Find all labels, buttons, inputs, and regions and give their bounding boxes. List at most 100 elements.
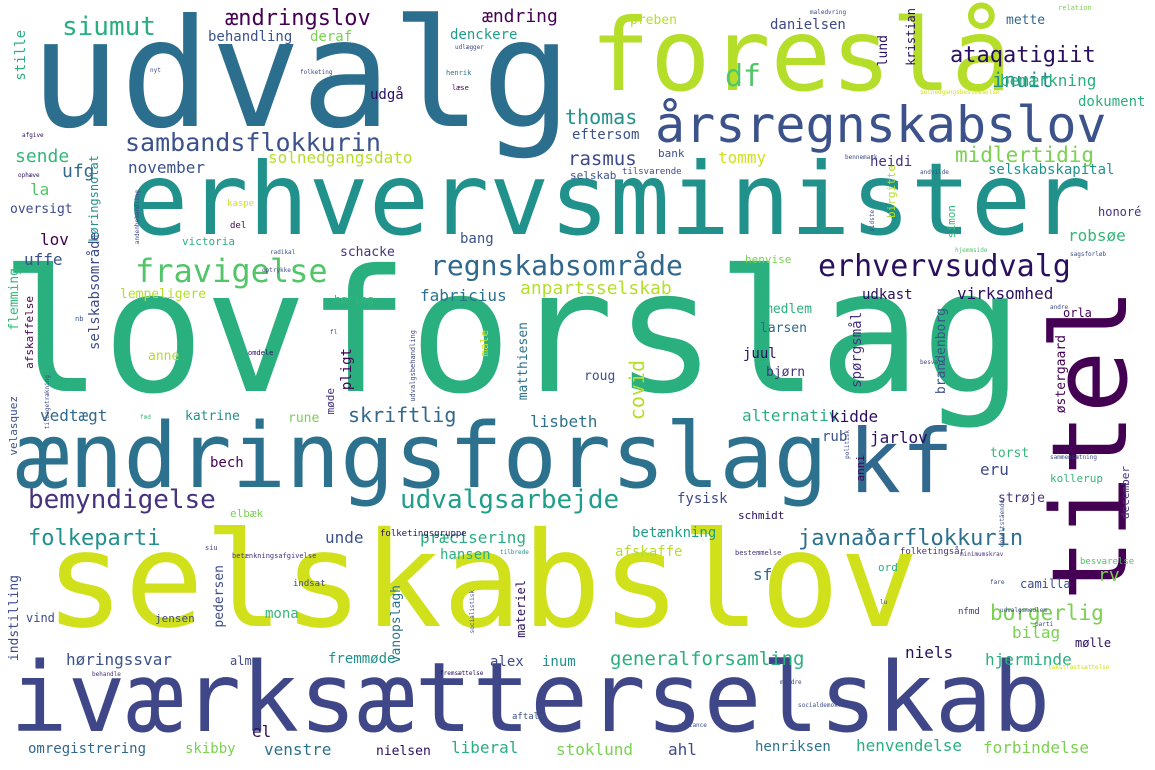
word-behandling: behandling [208, 29, 293, 45]
word-aendringslov: ændringslov [225, 6, 371, 31]
word-udvalgsmedlem: udvalgsmedlem [1000, 607, 1047, 614]
word-flemming: flemming [7, 268, 22, 331]
word-simon: simon [945, 205, 958, 239]
word-nielsen: nielsen [376, 744, 431, 759]
word-hoeringssvar: høringssvar [66, 650, 172, 669]
word-generalforsamling: generalforsamling [610, 648, 805, 670]
word-solnedgangsdato: solnedgangsdato [268, 148, 413, 167]
word-andenbehandling: andenbehandling [134, 190, 141, 245]
word-rub: rub [822, 429, 848, 445]
word-orla: orla [1063, 306, 1092, 320]
word-del: del [230, 221, 247, 231]
word-robsoe: robsøe [1068, 226, 1126, 245]
word-politisk: politisk [844, 430, 851, 459]
word-behandle: behandle [92, 671, 121, 678]
word-selskab: selskab [570, 169, 617, 182]
word-bennemark: bennemark [845, 154, 878, 161]
word-vedtaegt: vedtægt [40, 406, 108, 425]
word-alex: alex [490, 654, 524, 670]
word-rv: rv [1098, 565, 1120, 586]
word-denckere: denckere [450, 27, 518, 43]
word-mindre: mindre [780, 679, 802, 686]
word-regnskabsomrade: regnskabsområde [430, 249, 683, 282]
word-hansen: hansen [440, 547, 491, 563]
word-afskaffelse: afskaffelse [23, 296, 36, 369]
word-fabricius: fabricius [420, 286, 507, 305]
word-virksomhed: virksomhed [957, 284, 1054, 303]
word-relation: relation [1058, 4, 1092, 12]
word-praecisering: præcisering [420, 528, 526, 547]
word-mette: mette [1006, 13, 1046, 28]
word-omdele: omdele [248, 349, 274, 357]
word-deraf: deraf [310, 29, 353, 45]
word-tommy: tommy [718, 148, 767, 167]
word-birgitte: birgitte [885, 165, 898, 218]
word-nb: nb [75, 315, 84, 323]
word-henvendelse: henvendelse [856, 736, 962, 755]
word-rune: rune [288, 411, 320, 426]
word-betaenkningsafgivelse: betænkningsafgivelse [232, 552, 317, 560]
word-sende: sende [15, 146, 70, 167]
word-indstilling: indstilling [7, 575, 22, 662]
word-inuit: inuit [992, 68, 1053, 92]
word-alliance: alliance [678, 722, 707, 729]
word-ataqatigiit: ataqatigiit [950, 43, 1096, 68]
word-brandenborg: brandenborg [934, 308, 949, 395]
word-javnadarflokkurin: javnaðarflokkurin [798, 526, 1024, 551]
word-hoeringsnotat: høringsnotat [87, 155, 101, 242]
word-fare: fare [990, 579, 1005, 586]
word-venstre: venstre [264, 740, 332, 759]
word-stoklund: stoklund [556, 740, 634, 759]
word-la: la [30, 180, 50, 199]
word-siumut: siumut [62, 12, 156, 42]
word-lov: lov [40, 230, 69, 249]
word-fravigelse: fravigelse [135, 252, 328, 290]
word-eftersom: eftersom [572, 127, 640, 143]
word-stroeje: strøje [998, 491, 1045, 506]
word-anne: anne [148, 349, 180, 364]
word-aendring: ændring [482, 6, 558, 27]
word-optrykke: optrykke [262, 267, 291, 274]
word-velasquez: velasquez [7, 396, 20, 456]
word-folketingsar: folketingsår [900, 547, 966, 557]
word-bjoern: bjørn [766, 365, 806, 380]
word-bang: bang [460, 231, 494, 247]
word-oestergaard: østergaard [1054, 335, 1069, 414]
word-skriftlig: skriftlig [348, 403, 457, 427]
word-bestemmelse: bestemmelse [735, 549, 782, 557]
word-enkeltstaende: enkeltstående [999, 500, 1006, 547]
word-udlaegger: udlægger [455, 44, 484, 51]
word-kaspe: kaspe [227, 199, 255, 209]
word-udvalgsarbejde: udvalgsarbejde [400, 485, 620, 515]
word-midlertidig: midlertidig [955, 143, 1095, 167]
word-sagsforlob: sagsforløb [1070, 251, 1107, 258]
word-thomas: thomas [565, 105, 638, 129]
word-vanopslagh: vanopslagh [389, 585, 404, 664]
word-nfmd: nfmd [958, 607, 980, 617]
word-kollerup: kollerup [1050, 472, 1103, 485]
word-alternativ: alternativ [742, 406, 839, 425]
word-selskabslov: selskabslov [45, 504, 920, 658]
word-skibby: skibby [185, 741, 236, 757]
word-selskabskapital: selskabskapital [988, 162, 1115, 178]
word-erhvervsudvalg: erhvervsudvalg [818, 249, 1071, 284]
word-schmidt: schmidt [738, 509, 785, 522]
word-erhvervsminister: erhvervsminister [128, 141, 1092, 258]
word-oversigt: oversigt [10, 202, 73, 217]
word-fremsaettelse: fremsættelse [440, 670, 484, 677]
word-henvise: henvise [745, 253, 792, 266]
word-mona: mona [265, 606, 299, 622]
word-takstfastsaettelse: takstfastsættelse [1048, 664, 1110, 671]
word-afskaffe: afskaffe [615, 544, 683, 560]
word-udga: udgå [370, 87, 404, 103]
word-kf: kf [848, 410, 954, 513]
word-jensen: jensen [155, 612, 195, 625]
word-andre: andre [1050, 304, 1069, 311]
word-eru: eru [980, 460, 1009, 479]
word-henrik: henrik [446, 69, 472, 77]
word-udvalg: udvalg [30, 0, 572, 162]
word-aendringsforslag: ændringsforslag [15, 404, 828, 509]
word-udvalgsbehandling: udvalgsbehandling [409, 330, 417, 402]
word-lu: lu [880, 599, 888, 606]
